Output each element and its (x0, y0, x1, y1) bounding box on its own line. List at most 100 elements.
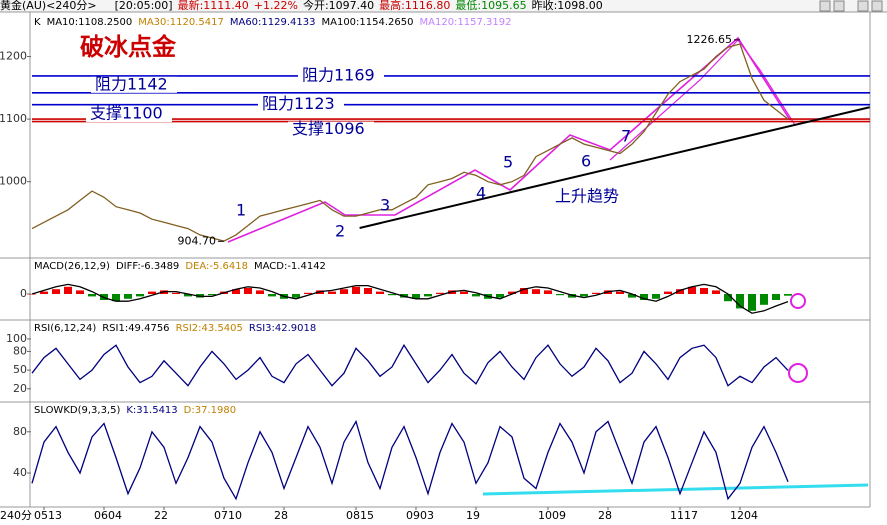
panel-header: RSI2:43.5405 (176, 323, 243, 334)
macd-bar (628, 294, 636, 298)
series-line (31, 343, 789, 387)
panel-header: K:31.5413 (126, 405, 177, 416)
highlight-circle (788, 363, 808, 383)
x-tick-label: 1117 (670, 509, 698, 522)
wave-label: 5 (503, 153, 513, 172)
macd-bar (580, 294, 588, 297)
macd-bar (148, 291, 156, 294)
series-line (31, 419, 789, 501)
support-line (482, 483, 869, 496)
level-label-bg (86, 106, 172, 123)
macd-bar (688, 286, 696, 294)
panel-header: MA10:1108.2500 (47, 17, 133, 28)
level-label-bg (258, 96, 344, 113)
button[interactable] (833, 0, 845, 12)
header-symbol: 黄金(AU)<240分> (0, 0, 97, 12)
macd-bar (352, 286, 360, 294)
wave-label: 7 (621, 127, 631, 146)
header-change: +1.22% (254, 0, 298, 12)
x-tick-label: 0903 (406, 509, 434, 522)
panel-header: RSI1:49.4756 (102, 323, 169, 334)
panel-header: RSI3:42.9018 (249, 323, 316, 334)
macd-bar (112, 294, 120, 302)
macd-bar (772, 294, 780, 300)
x-tick-label: 0513 (34, 509, 62, 522)
wave-label: 1 (236, 201, 246, 220)
header-time: [20:05:00] (115, 0, 173, 12)
macd-bar (508, 291, 516, 294)
button[interactable] (857, 0, 869, 12)
macd-bar (388, 294, 396, 296)
level-label-bg (91, 76, 177, 93)
wave-label: 2 (335, 222, 345, 241)
macd-bar (52, 289, 60, 294)
button[interactable] (819, 0, 831, 12)
level-label: 阻力1142 (95, 74, 168, 93)
macd-bar (520, 288, 528, 294)
extreme-label: 904.70 (178, 234, 217, 247)
trend-line (359, 106, 870, 229)
panel-header: MA120:1157.3192 (420, 17, 512, 28)
macd-bar (256, 290, 264, 294)
header-open: 今开:1097.40 (303, 0, 374, 12)
highlight-circle (790, 293, 806, 309)
y-tick-label: 20 (13, 382, 27, 395)
trend-label: 上升趋势 (555, 187, 619, 206)
panel-borders (0, 11, 887, 508)
macd-bar (244, 288, 252, 294)
macd-bar (472, 294, 480, 297)
y-tick-label: 0 (20, 287, 27, 300)
macd-bar (124, 294, 132, 299)
panel-header: MA30:1120.5417 (138, 17, 224, 28)
panel-header: MACD:-1.4142 (254, 261, 326, 272)
panel-header: D:37.1980 (184, 405, 236, 416)
level-label: 支撑1096 (292, 119, 365, 138)
macd-bar (784, 294, 792, 296)
x-tick-label: 28 (598, 509, 612, 522)
y-tick-label: 1000 (0, 175, 27, 188)
series-line (31, 283, 789, 314)
macd-bar (28, 294, 36, 295)
level-label-bg (298, 67, 384, 84)
button[interactable] (871, 0, 883, 12)
chart-title: 破冰点金 (80, 33, 177, 61)
macd-bar (304, 292, 312, 294)
macd-bar (292, 294, 300, 298)
header-high: 最高:1116.80 (379, 0, 450, 12)
series-line (31, 43, 789, 242)
x-tick-label: 0710 (214, 509, 242, 522)
macd-bar (532, 289, 540, 294)
macd-bar (328, 291, 336, 294)
panel-header: SLOWKD(9,3,3,5) (34, 405, 120, 416)
level-label-bg (288, 121, 374, 138)
window-buttons[interactable] (819, 0, 883, 12)
header-bar (0, 0, 887, 12)
macd-bar (172, 292, 180, 294)
macd-bar (616, 291, 624, 294)
macd-bar (724, 294, 732, 302)
panel-header: MA60:1129.4133 (230, 17, 316, 28)
x-tick-label: 28 (274, 509, 288, 522)
panel-header: K (34, 17, 41, 28)
macd-bar (700, 288, 708, 294)
wave-label: 6 (581, 152, 591, 171)
x-tick-label: 0815 (346, 509, 374, 522)
y-tick-label: 80 (13, 344, 27, 357)
macd-bar (376, 291, 384, 294)
x-tick-label: 22 (154, 509, 168, 522)
macd-bar (556, 294, 564, 296)
y-tick-label: 80 (13, 425, 27, 438)
y-tick-label: 1100 (0, 112, 27, 125)
level-label: 支撑1100 (90, 104, 163, 123)
panel-header: DEA:-5.6418 (185, 261, 248, 272)
macd-bar (496, 294, 504, 298)
y-tick-label: 1200 (0, 50, 27, 63)
header-prev-close: 昨收:1098.00 (532, 0, 603, 12)
macd-bar (424, 294, 432, 297)
macd-bar (652, 294, 660, 299)
y-tick-label: 50 (13, 363, 27, 376)
macd-bar (664, 291, 672, 294)
macd-bar (76, 290, 84, 294)
macd-bar (736, 294, 744, 309)
